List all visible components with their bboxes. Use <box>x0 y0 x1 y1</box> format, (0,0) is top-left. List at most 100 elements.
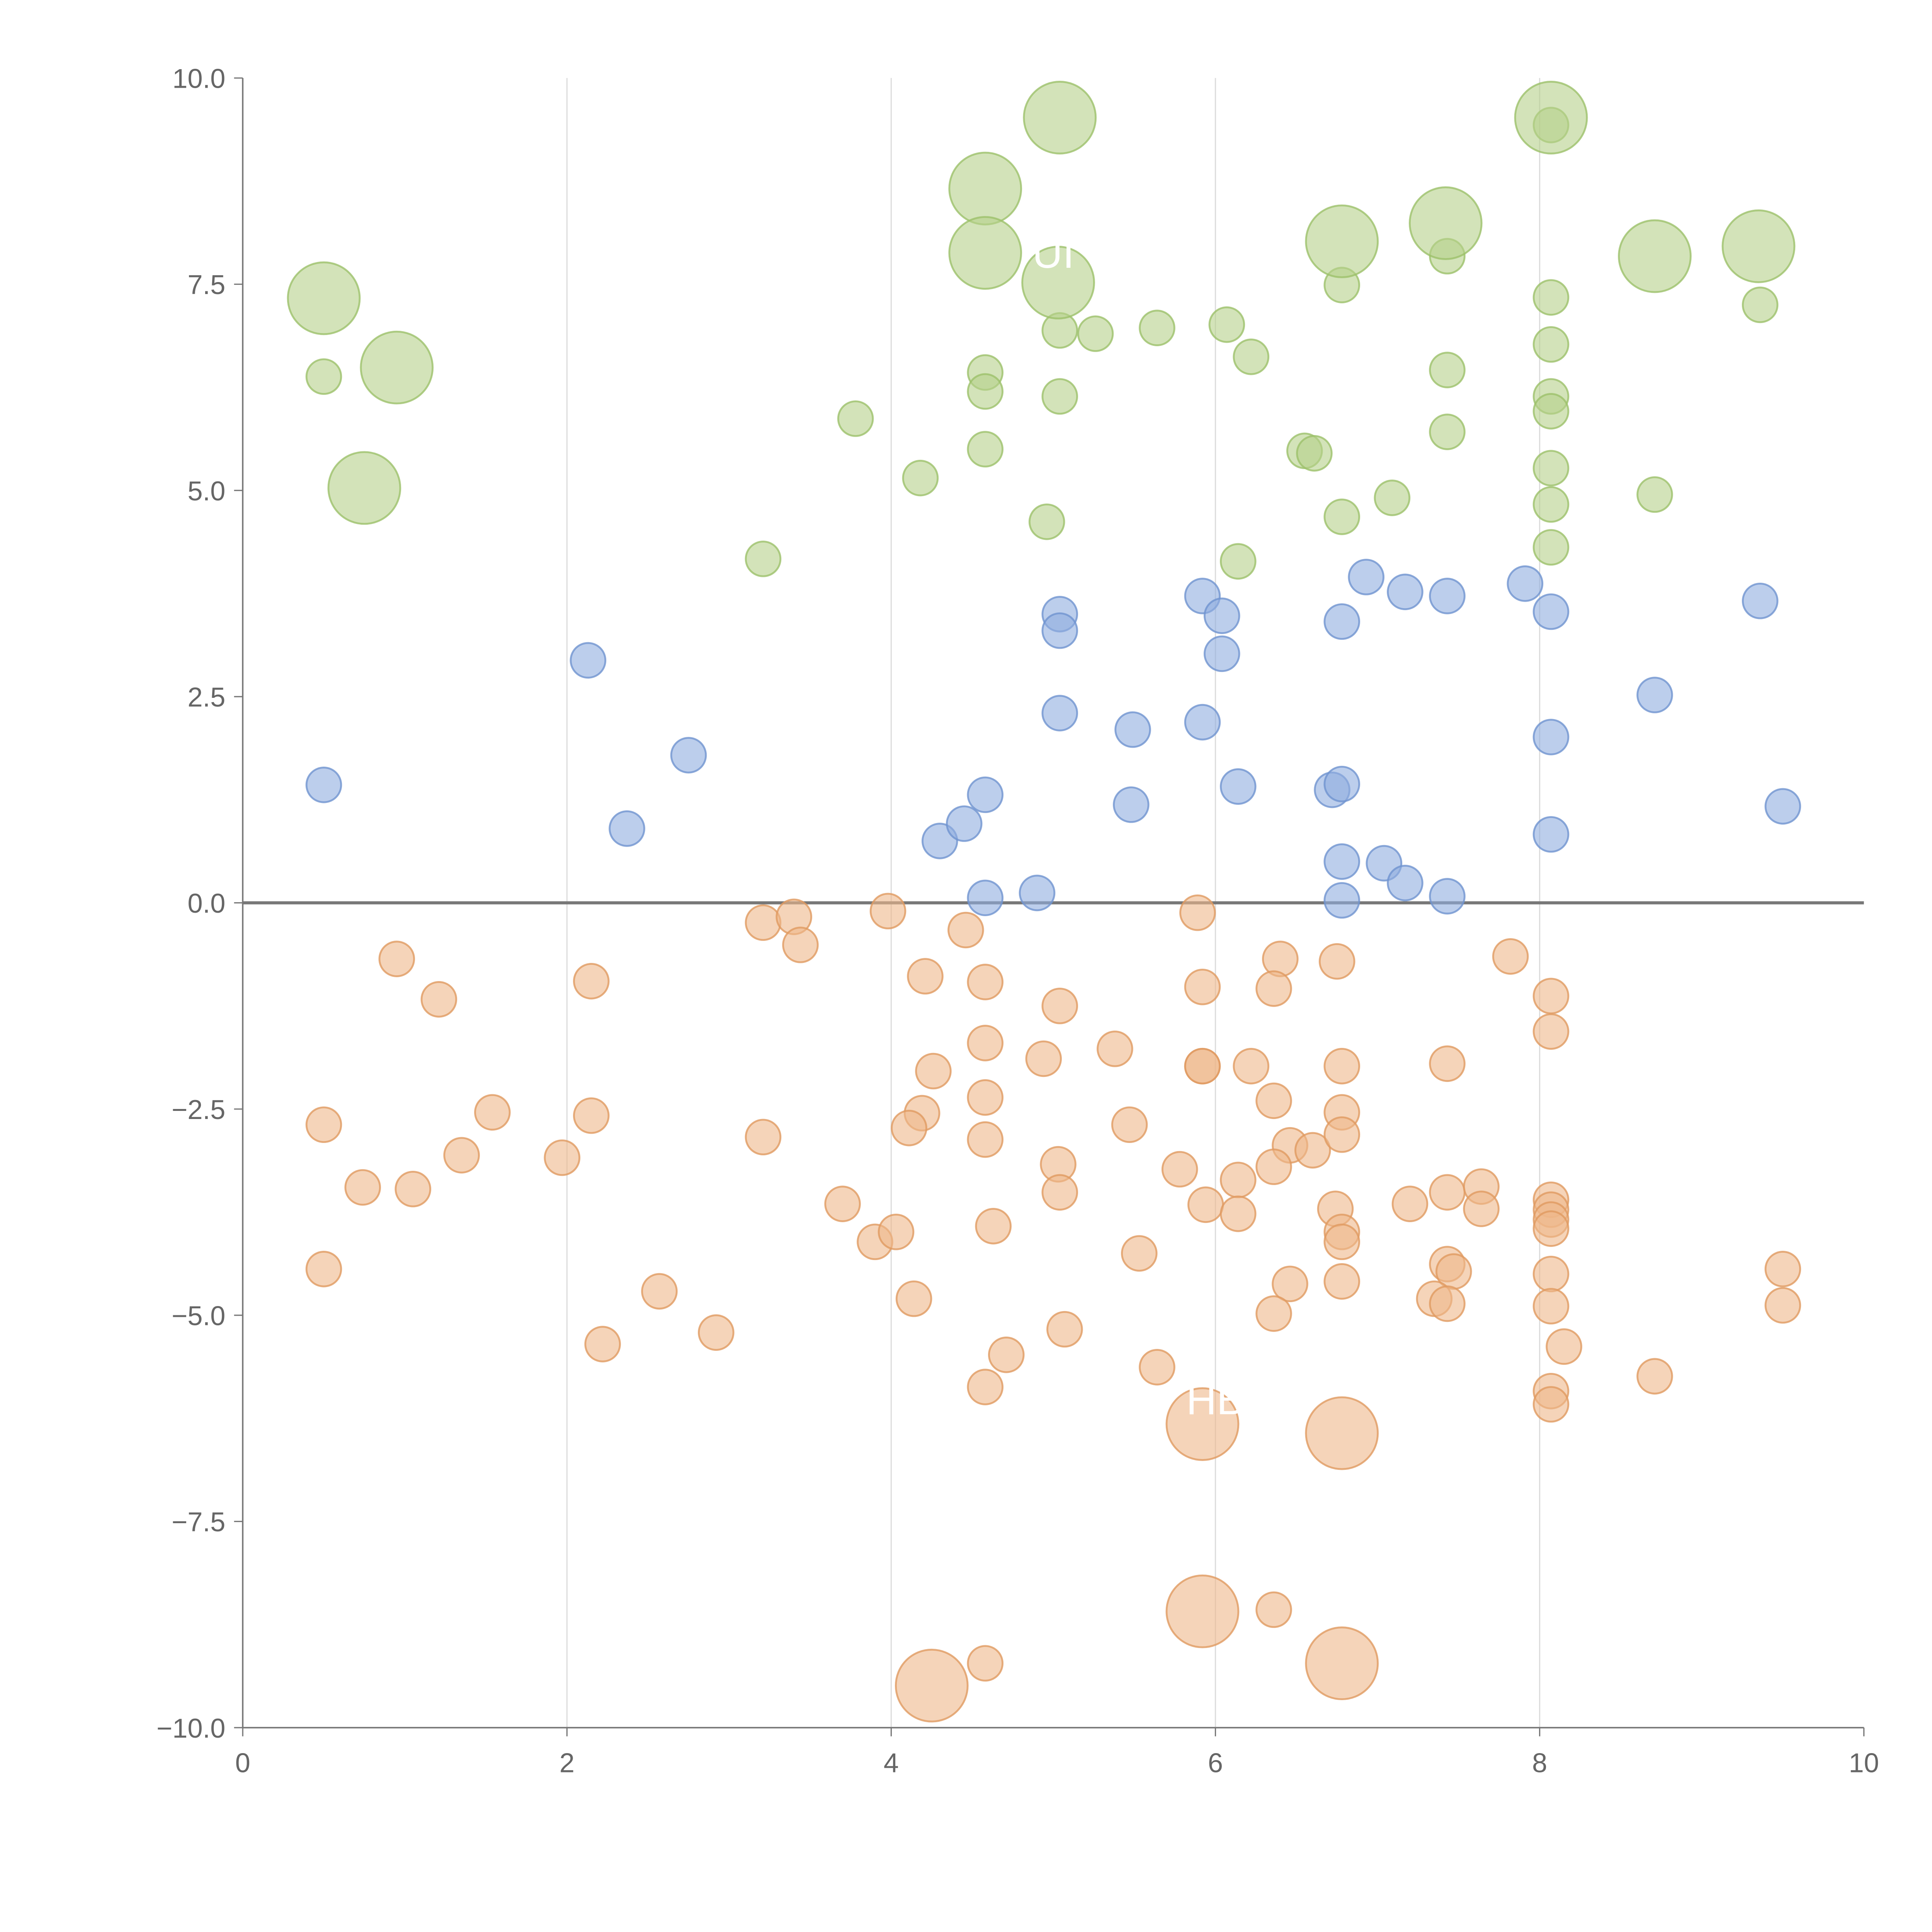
green-bubble <box>1532 486 1570 523</box>
orange-bubble <box>1161 1151 1198 1188</box>
y-tick-label: 0.0 <box>187 888 225 918</box>
orange-bubble <box>988 1337 1025 1373</box>
orange-bubble <box>1323 1223 1361 1260</box>
blue-bubble <box>1532 816 1570 853</box>
orange-bubble <box>698 1314 735 1351</box>
orange-bubble <box>1165 1387 1240 1461</box>
blue-bubble <box>1764 788 1801 825</box>
orange-bubble <box>641 1273 678 1310</box>
orange-bubble <box>878 1213 915 1250</box>
green-bubble <box>1374 480 1411 516</box>
orange-bubble <box>1184 1048 1221 1085</box>
green-bubble <box>1323 498 1361 535</box>
y-tick-label: −7.5 <box>172 1507 225 1537</box>
green-bubble <box>1532 279 1570 316</box>
orange-bubble <box>1041 988 1078 1024</box>
blue-bubble <box>1429 578 1466 614</box>
orange-bubble <box>824 1185 861 1222</box>
green-bubble <box>1023 81 1097 155</box>
green-bubble <box>1077 315 1114 352</box>
orange-bubble <box>1463 1190 1500 1227</box>
orange-bubble <box>1255 1082 1292 1119</box>
green-bubble <box>1532 529 1570 566</box>
orange-bubble <box>1255 1295 1292 1332</box>
orange-bubble <box>1025 1040 1062 1077</box>
green-bubble <box>1618 219 1692 293</box>
orange-bubble <box>1041 1174 1078 1211</box>
orange-bubble <box>1184 968 1221 1005</box>
orange-bubble <box>1546 1328 1582 1365</box>
blue-bubble <box>1532 719 1570 755</box>
orange-bubble <box>915 1053 952 1090</box>
orange-bubble <box>1305 1626 1379 1701</box>
orange-bubble <box>1532 1386 1570 1423</box>
blue-bubble <box>1041 612 1078 649</box>
orange-bubble <box>895 1280 932 1317</box>
orange-bubble <box>344 1169 381 1206</box>
orange-bubble <box>1255 1148 1292 1185</box>
orange-bubble <box>1532 1013 1570 1050</box>
orange-bubble <box>745 1119 782 1156</box>
y-tick-label: −5.0 <box>172 1300 225 1331</box>
orange-bubble <box>1532 1288 1570 1325</box>
orange-bubble <box>1492 938 1529 975</box>
blue-bubble <box>1113 786 1150 823</box>
orange-bubble <box>1139 1349 1175 1386</box>
orange-bubble <box>305 1106 342 1143</box>
x-tick-label: 6 <box>1208 1748 1223 1778</box>
green-bubble <box>902 459 939 497</box>
green-bubble <box>745 541 782 577</box>
orange-bubble <box>1272 1265 1308 1303</box>
orange-bubble <box>1121 1235 1158 1272</box>
blue-bubble <box>609 810 645 847</box>
blue-bubble <box>1323 882 1361 919</box>
orange-bubble <box>1764 1287 1801 1324</box>
y-tick-label: −2.5 <box>172 1094 225 1125</box>
green-bubble <box>1721 209 1796 283</box>
orange-bubble <box>1429 1174 1466 1211</box>
y-tick-label: 2.5 <box>187 682 225 713</box>
x-tick-label: 10 <box>1849 1748 1879 1778</box>
orange-bubble <box>1764 1251 1801 1287</box>
blue-bubble <box>670 737 707 774</box>
green-bubble <box>1742 286 1779 323</box>
orange-bubble <box>967 1645 1004 1682</box>
orange-bubble <box>1532 1255 1570 1293</box>
orange-bubble <box>947 912 984 949</box>
blue-bubble <box>1636 677 1673 713</box>
green-bubble <box>1532 450 1570 486</box>
blue-bubble <box>1219 768 1257 805</box>
green-bubble <box>948 151 1022 226</box>
orange-bubble <box>1323 1116 1361 1153</box>
orange-bubble <box>869 893 906 930</box>
green-bubble <box>1532 393 1570 430</box>
green-bubble <box>1208 306 1245 343</box>
blue-bubble <box>1429 878 1466 915</box>
orange-bubble <box>584 1326 621 1362</box>
orange-bubble <box>474 1094 511 1131</box>
orange-bubble <box>573 963 610 1000</box>
orange-bubble <box>1429 1045 1466 1082</box>
orange-bubble <box>1219 1162 1257 1199</box>
blue-bubble <box>1184 704 1221 741</box>
green-bubble <box>1219 543 1257 580</box>
annotations: UI A HB <box>1032 230 1245 1423</box>
orange-bubble <box>1532 1210 1570 1247</box>
green-bubble <box>967 373 1004 410</box>
orange-bubble <box>1262 940 1299 977</box>
blue-bubble <box>1323 843 1361 880</box>
green-bubble <box>1041 378 1078 415</box>
orange-bubble <box>1323 1263 1361 1300</box>
data-points <box>287 81 1801 1723</box>
green-bubble <box>837 400 874 437</box>
green-bubble <box>360 330 434 405</box>
x-tick-label: 4 <box>884 1748 899 1778</box>
green-bubble <box>1429 352 1466 388</box>
orange-bubble <box>1318 943 1355 980</box>
blue-bubble <box>570 642 607 679</box>
green-bubble <box>305 358 342 395</box>
orange-bubble <box>378 940 415 977</box>
blue-bubble <box>1204 597 1240 634</box>
blue-bubble <box>1387 865 1423 901</box>
